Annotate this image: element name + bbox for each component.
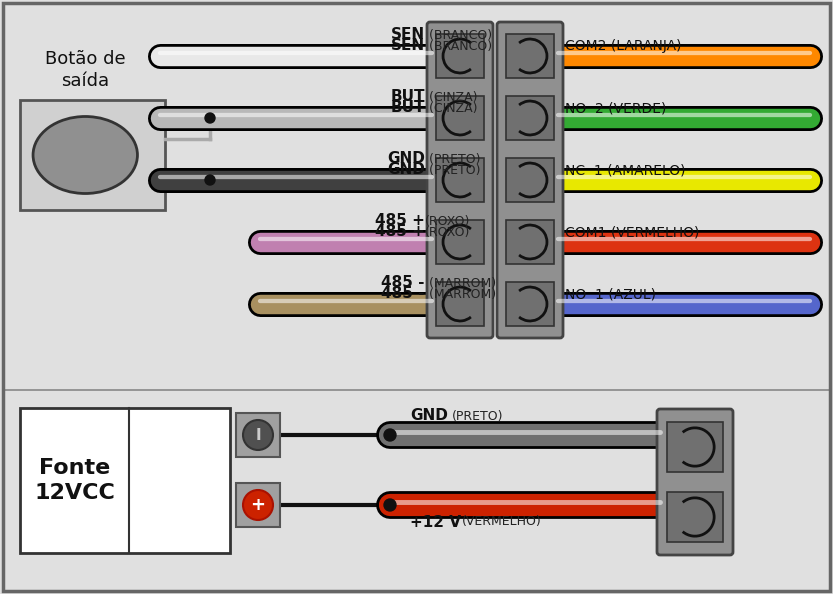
Text: +12 V: +12 V (410, 515, 461, 530)
Bar (506, 96, 554, 140)
Text: COM2 (LARANJA): COM2 (LARANJA) (565, 39, 681, 53)
Text: SEN: SEN (391, 27, 425, 42)
Text: BUT: BUT (391, 100, 425, 115)
Text: (MARROM): (MARROM) (425, 288, 496, 301)
Ellipse shape (33, 116, 137, 194)
Text: +: + (251, 496, 266, 514)
Text: (CINZA): (CINZA) (425, 102, 477, 115)
Text: NO  2 (VERDE): NO 2 (VERDE) (565, 101, 666, 115)
Text: 485 +: 485 + (375, 213, 425, 228)
Circle shape (205, 113, 215, 123)
Bar (506, 157, 554, 203)
Circle shape (243, 490, 273, 520)
Text: GND: GND (410, 408, 448, 423)
Text: COM1 (VERMELHO): COM1 (VERMELHO) (565, 225, 700, 239)
Circle shape (384, 429, 396, 441)
Text: Fonte
12VCC: Fonte 12VCC (34, 458, 115, 503)
Bar (236, 413, 280, 457)
FancyBboxPatch shape (657, 409, 733, 555)
Text: NC  1 (AMARELO): NC 1 (AMARELO) (565, 163, 686, 177)
Text: 485 +: 485 + (375, 224, 425, 239)
Text: (BRANCO): (BRANCO) (425, 40, 492, 53)
Text: I: I (255, 428, 261, 443)
Bar (506, 220, 554, 264)
Circle shape (243, 420, 273, 450)
Bar (436, 282, 484, 326)
FancyBboxPatch shape (497, 22, 563, 338)
Bar (506, 282, 554, 326)
Text: Botão de
saída: Botão de saída (45, 50, 126, 90)
Circle shape (205, 175, 215, 185)
Bar (436, 157, 484, 203)
Circle shape (384, 499, 396, 511)
Text: NO  1 (AZUL): NO 1 (AZUL) (565, 287, 656, 301)
Text: BUT: BUT (391, 89, 425, 104)
Text: (MARROM): (MARROM) (425, 277, 496, 290)
FancyBboxPatch shape (427, 22, 493, 338)
Bar (667, 422, 723, 472)
Text: (ROXO): (ROXO) (425, 215, 471, 228)
Bar (436, 34, 484, 78)
Text: (ROXO): (ROXO) (425, 226, 471, 239)
Bar (20, 408, 230, 553)
Text: (PRETO): (PRETO) (425, 153, 481, 166)
Bar (436, 220, 484, 264)
Bar (667, 492, 723, 542)
Text: 485 -: 485 - (382, 275, 425, 290)
Bar (20, 100, 165, 210)
Text: SEN: SEN (391, 38, 425, 53)
Bar (436, 96, 484, 140)
Bar (506, 34, 554, 78)
Text: (BRANCO): (BRANCO) (425, 29, 492, 42)
Text: (CINZA): (CINZA) (425, 91, 477, 104)
Bar (236, 483, 280, 527)
Text: 485 -: 485 - (382, 286, 425, 301)
Text: GND: GND (387, 162, 425, 177)
Text: GND: GND (387, 151, 425, 166)
Text: (PRETO): (PRETO) (452, 410, 503, 423)
Text: (VERMELHO): (VERMELHO) (462, 515, 541, 528)
Text: (PRETO): (PRETO) (425, 164, 481, 177)
